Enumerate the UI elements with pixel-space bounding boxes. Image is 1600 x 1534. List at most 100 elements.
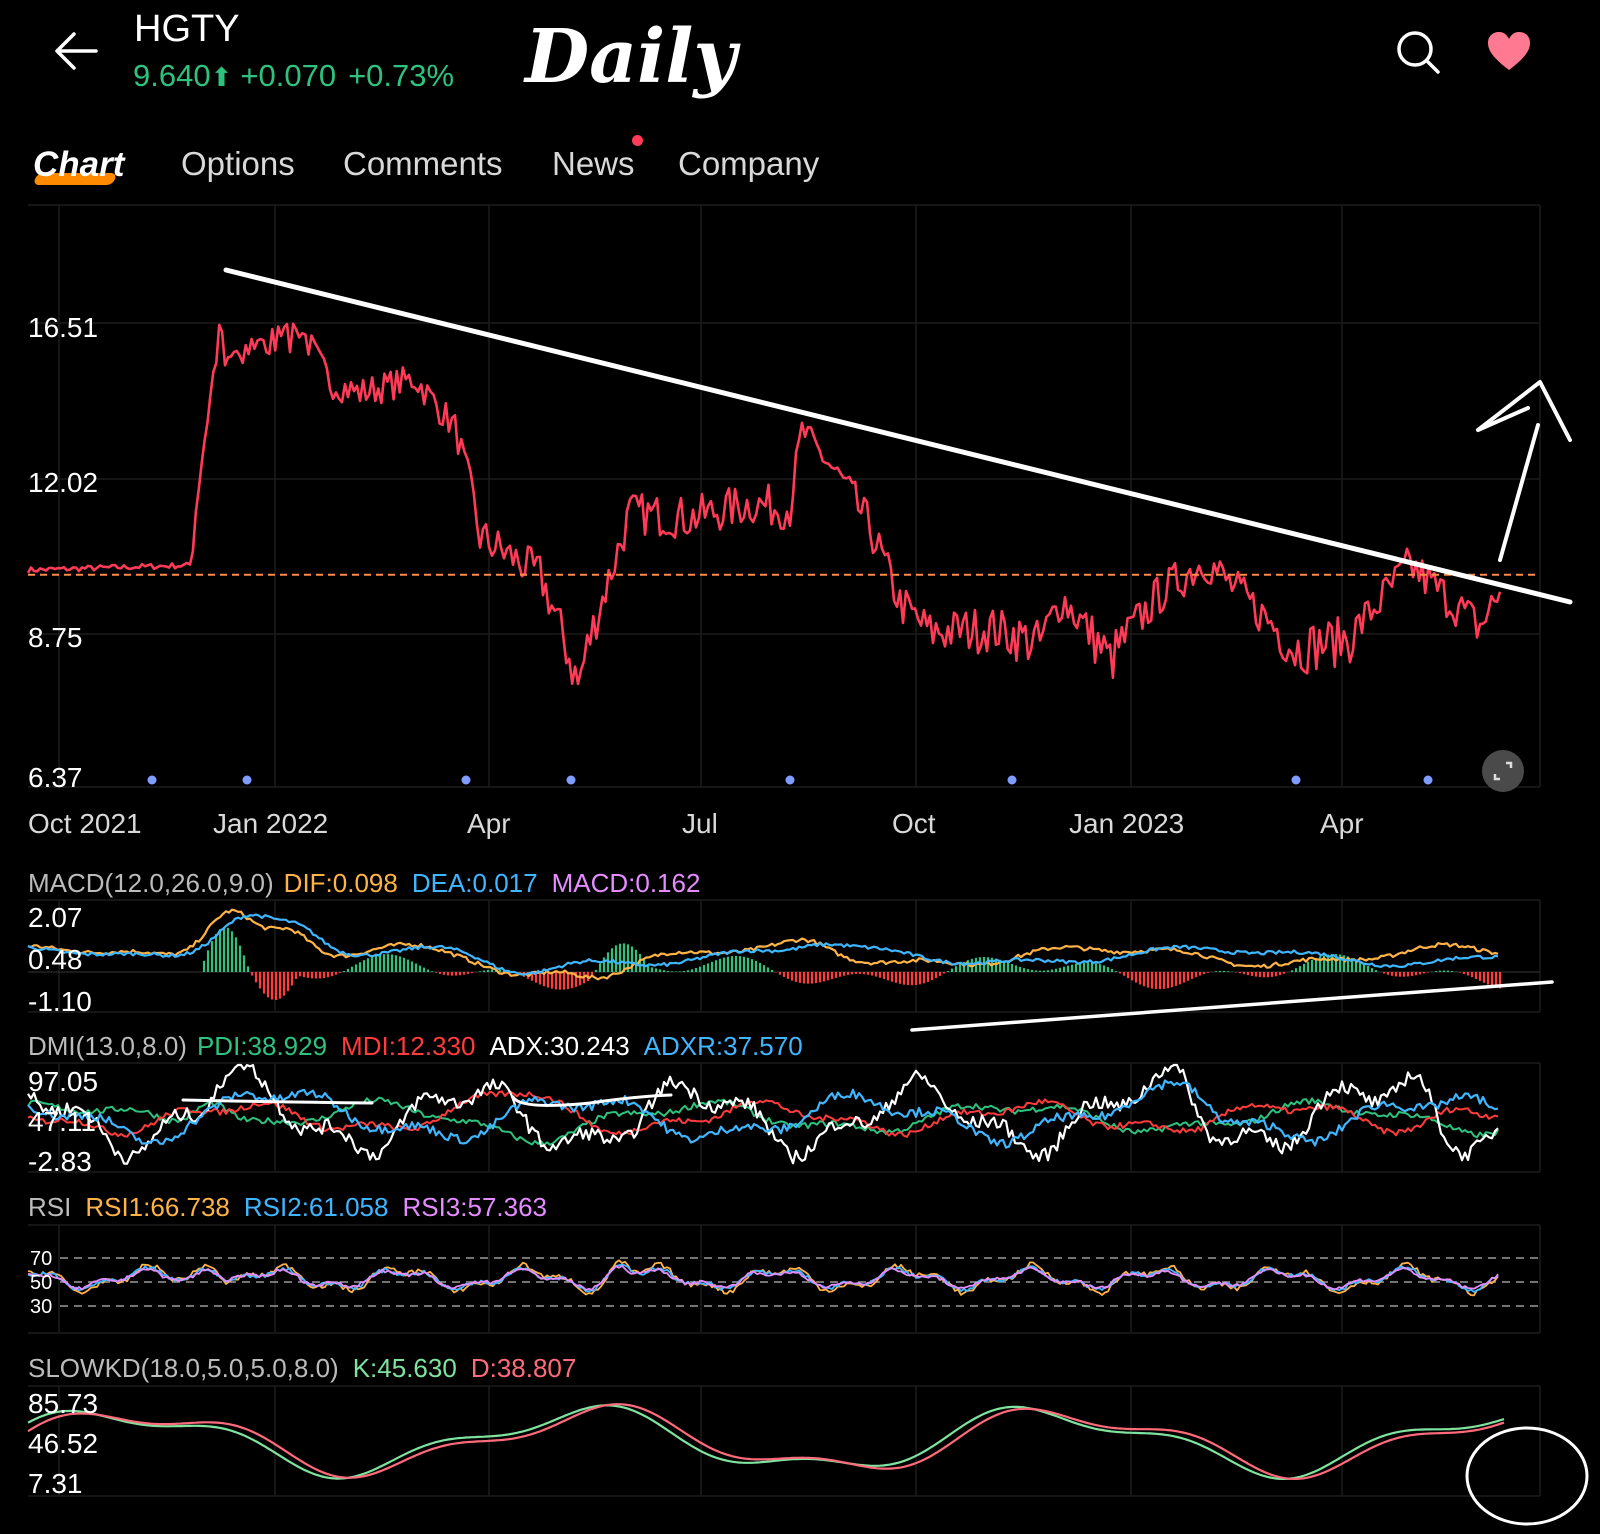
up-arrow-icon: ⬆	[210, 62, 233, 92]
tab-comments[interactable]: Comments	[343, 145, 503, 182]
fullscreen-button[interactable]	[1482, 750, 1524, 792]
chart-grid	[28, 204, 1541, 1497]
slowkd-k-line	[27, 1404, 1505, 1480]
dmi-title: DMI(13.0,8.0)	[28, 1031, 187, 1061]
price-y-label: 8.75	[28, 622, 83, 653]
hand-drawn-circle	[1465, 1426, 1589, 1526]
macd-y-label: 2.07	[28, 902, 83, 933]
heart-icon	[1488, 32, 1530, 70]
price-y-label: 16.51	[28, 312, 99, 343]
price-change: +0.070	[240, 58, 337, 93]
hand-drawn-arrow-shaft	[1498, 423, 1540, 562]
slowkd-y-label: 7.31	[28, 1468, 83, 1499]
quote-line: 9.640⬆ +0.070 +0.73%	[133, 58, 454, 94]
x-axis-label: Apr	[467, 808, 511, 839]
rsi-chart	[27, 1257, 1540, 1307]
event-marker-dot	[1423, 775, 1433, 785]
macd-title: MACD(12.0,26.0,9.0)	[28, 868, 274, 898]
macd-value: MACD:0.162	[551, 868, 701, 898]
event-marker-dot	[566, 775, 576, 785]
tab-options[interactable]: Options	[181, 145, 295, 182]
slowkd-d-line	[27, 1403, 1505, 1480]
macd-dea: DEA:0.017	[411, 868, 538, 898]
macd-chart	[27, 908, 1540, 1000]
search-button[interactable]	[1394, 28, 1442, 76]
price-line	[26, 322, 1502, 686]
macd-dif: DIF:0.098	[283, 868, 398, 898]
x-axis-label: Oct	[892, 808, 936, 839]
x-axis-label: Jan 2023	[1069, 808, 1185, 839]
macd-header[interactable]: MACD(12.0,26.0,9.0) DIF:0.098 DEA:0.017 MAC…	[28, 868, 714, 899]
rsi-level-label: 30	[30, 1296, 53, 1318]
event-marker-dot	[147, 775, 157, 785]
hand-drawn-arrow-head	[1476, 380, 1572, 442]
dmi-y-label: -2.83	[28, 1146, 92, 1177]
dmi-header[interactable]: DMI(13.0,8.0) PDI:38.929 MDI:12.330 ADX:30.…	[28, 1031, 817, 1062]
event-marker-dot	[461, 775, 471, 785]
slowkd-y-label: 85.73	[28, 1388, 99, 1419]
hand-drawn-resistance-line	[223, 267, 1573, 605]
macd-dea-line	[27, 913, 1499, 976]
dmi-pdi-line	[27, 1096, 1499, 1147]
rsi-title: RSI	[28, 1192, 72, 1222]
x-axis-label: Apr	[1320, 808, 1364, 839]
macd-y-label: 0.48	[28, 944, 83, 975]
rsi-3: RSI3:57.363	[402, 1192, 548, 1222]
slowkd-chart	[27, 1403, 1505, 1480]
rsi-2-line	[27, 1263, 1499, 1293]
event-marker-dot	[242, 775, 252, 785]
tab-company[interactable]: Company	[678, 145, 820, 182]
event-marker-dot	[1007, 775, 1017, 785]
rsi-1: RSI1:66.738	[85, 1192, 230, 1222]
back-arrow-icon	[55, 32, 98, 70]
last-price: 9.640	[133, 58, 211, 93]
search-icon	[1397, 31, 1440, 74]
dmi-adxr-line	[27, 1079, 1499, 1149]
tab-chart[interactable]: Chart	[32, 145, 125, 185]
rsi-1-line	[27, 1259, 1499, 1297]
slowkd-d: D:38.807	[470, 1353, 577, 1383]
x-axis-label: Jan 2022	[213, 808, 329, 839]
hand-drawn-annotations	[181, 267, 1589, 1526]
rsi-level-label: 70	[30, 1248, 53, 1270]
rsi-2: RSI2:61.058	[243, 1192, 389, 1222]
dmi-adxr: ADXR:37.570	[643, 1031, 803, 1061]
favorite-button[interactable]	[1486, 30, 1532, 72]
tab-news[interactable]: News	[552, 135, 643, 183]
macd-y-label: -1.10	[28, 986, 92, 1017]
back-button[interactable]	[50, 28, 102, 74]
dmi-pdi: PDI:38.929	[196, 1031, 328, 1061]
price-y-label: 12.02	[28, 467, 99, 498]
rsi-3-line	[27, 1265, 1499, 1291]
handwritten-daily-annotation: Daily	[525, 14, 737, 100]
price-change-pct: +0.73%	[348, 58, 455, 93]
hand-drawn-macd-support-line	[910, 980, 1554, 1032]
dmi-chart	[27, 1063, 1499, 1165]
slowkd-header[interactable]: SLOWKD(18.0,5.0,5.0,8.0) K:45.630 D:38.807	[28, 1353, 590, 1384]
x-axis-label: Jul	[682, 808, 718, 839]
rsi-level-label: 50	[30, 1272, 53, 1294]
slowkd-title: SLOWKD(18.0,5.0,5.0,8.0)	[28, 1353, 339, 1383]
expand-icon	[1493, 761, 1513, 781]
slowkd-y-label: 46.52	[28, 1428, 99, 1459]
rsi-header[interactable]: RSI RSI1:66.738 RSI2:61.058 RSI3:57.363	[28, 1192, 561, 1223]
news-unread-dot	[632, 135, 643, 146]
macd-dif-line	[27, 908, 1499, 981]
dmi-adx: ADX:30.243	[489, 1031, 630, 1061]
ticker-symbol: HGTY	[134, 8, 240, 50]
tab-news-label: News	[552, 145, 635, 182]
hand-drawn-dmi-mark	[181, 1098, 374, 1105]
dmi-adx-line	[27, 1063, 1499, 1165]
dmi-y-label: 97.05	[28, 1066, 99, 1097]
price-y-label: 6.37	[28, 762, 83, 793]
slowkd-k: K:45.630	[352, 1353, 457, 1383]
event-marker-dot	[785, 775, 795, 785]
dmi-y-label: 47.11	[28, 1106, 96, 1137]
price-chart	[26, 322, 1540, 785]
dmi-mdi: MDI:12.330	[341, 1031, 476, 1061]
x-axis-label: Oct 2021	[28, 808, 142, 839]
event-marker-dot	[1291, 775, 1301, 785]
tab-chart-label: Chart	[33, 145, 125, 184]
hand-drawn-dmi-mark	[511, 1093, 673, 1107]
